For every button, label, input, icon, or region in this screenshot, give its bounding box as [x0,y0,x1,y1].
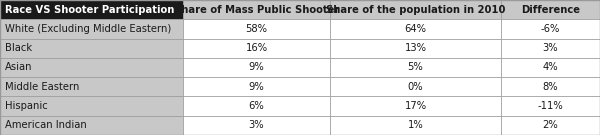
Text: 9%: 9% [248,63,265,72]
Text: 64%: 64% [404,24,427,34]
FancyBboxPatch shape [330,116,501,135]
FancyBboxPatch shape [501,19,600,39]
Text: 13%: 13% [404,43,427,53]
FancyBboxPatch shape [183,116,330,135]
Text: 0%: 0% [407,82,424,92]
FancyBboxPatch shape [501,39,600,58]
FancyBboxPatch shape [183,39,330,58]
Text: American Indian: American Indian [5,120,86,130]
FancyBboxPatch shape [330,96,501,116]
Text: 3%: 3% [248,120,265,130]
FancyBboxPatch shape [501,96,600,116]
Text: Asian: Asian [5,63,32,72]
Text: Share of Mass Public Shooter: Share of Mass Public Shooter [174,5,339,15]
Text: Race VS Shooter Participation: Race VS Shooter Participation [5,5,174,15]
FancyBboxPatch shape [183,58,330,77]
FancyBboxPatch shape [0,39,183,58]
FancyBboxPatch shape [330,77,501,96]
Text: 4%: 4% [542,63,559,72]
Text: Difference: Difference [521,5,580,15]
Text: 9%: 9% [248,82,265,92]
FancyBboxPatch shape [0,116,183,135]
FancyBboxPatch shape [330,58,501,77]
Text: 5%: 5% [407,63,424,72]
FancyBboxPatch shape [183,77,330,96]
FancyBboxPatch shape [0,58,183,77]
Text: 6%: 6% [248,101,265,111]
Text: 8%: 8% [542,82,559,92]
FancyBboxPatch shape [501,58,600,77]
FancyBboxPatch shape [0,0,183,19]
Text: Hispanic: Hispanic [5,101,47,111]
Text: White (Excluding Middle Eastern): White (Excluding Middle Eastern) [5,24,171,34]
FancyBboxPatch shape [183,96,330,116]
Text: 2%: 2% [542,120,559,130]
FancyBboxPatch shape [183,19,330,39]
Text: Black: Black [5,43,32,53]
FancyBboxPatch shape [0,96,183,116]
FancyBboxPatch shape [330,0,501,19]
FancyBboxPatch shape [0,77,183,96]
Text: 3%: 3% [542,43,559,53]
FancyBboxPatch shape [330,19,501,39]
FancyBboxPatch shape [0,19,183,39]
FancyBboxPatch shape [330,39,501,58]
FancyBboxPatch shape [183,0,330,19]
Text: 17%: 17% [404,101,427,111]
Text: 1%: 1% [407,120,424,130]
FancyBboxPatch shape [501,116,600,135]
Text: 16%: 16% [245,43,268,53]
Text: 58%: 58% [245,24,268,34]
FancyBboxPatch shape [501,77,600,96]
Text: -6%: -6% [541,24,560,34]
Text: -11%: -11% [538,101,563,111]
Text: Middle Eastern: Middle Eastern [5,82,79,92]
Text: Share of the population in 2010: Share of the population in 2010 [326,5,505,15]
FancyBboxPatch shape [501,0,600,19]
